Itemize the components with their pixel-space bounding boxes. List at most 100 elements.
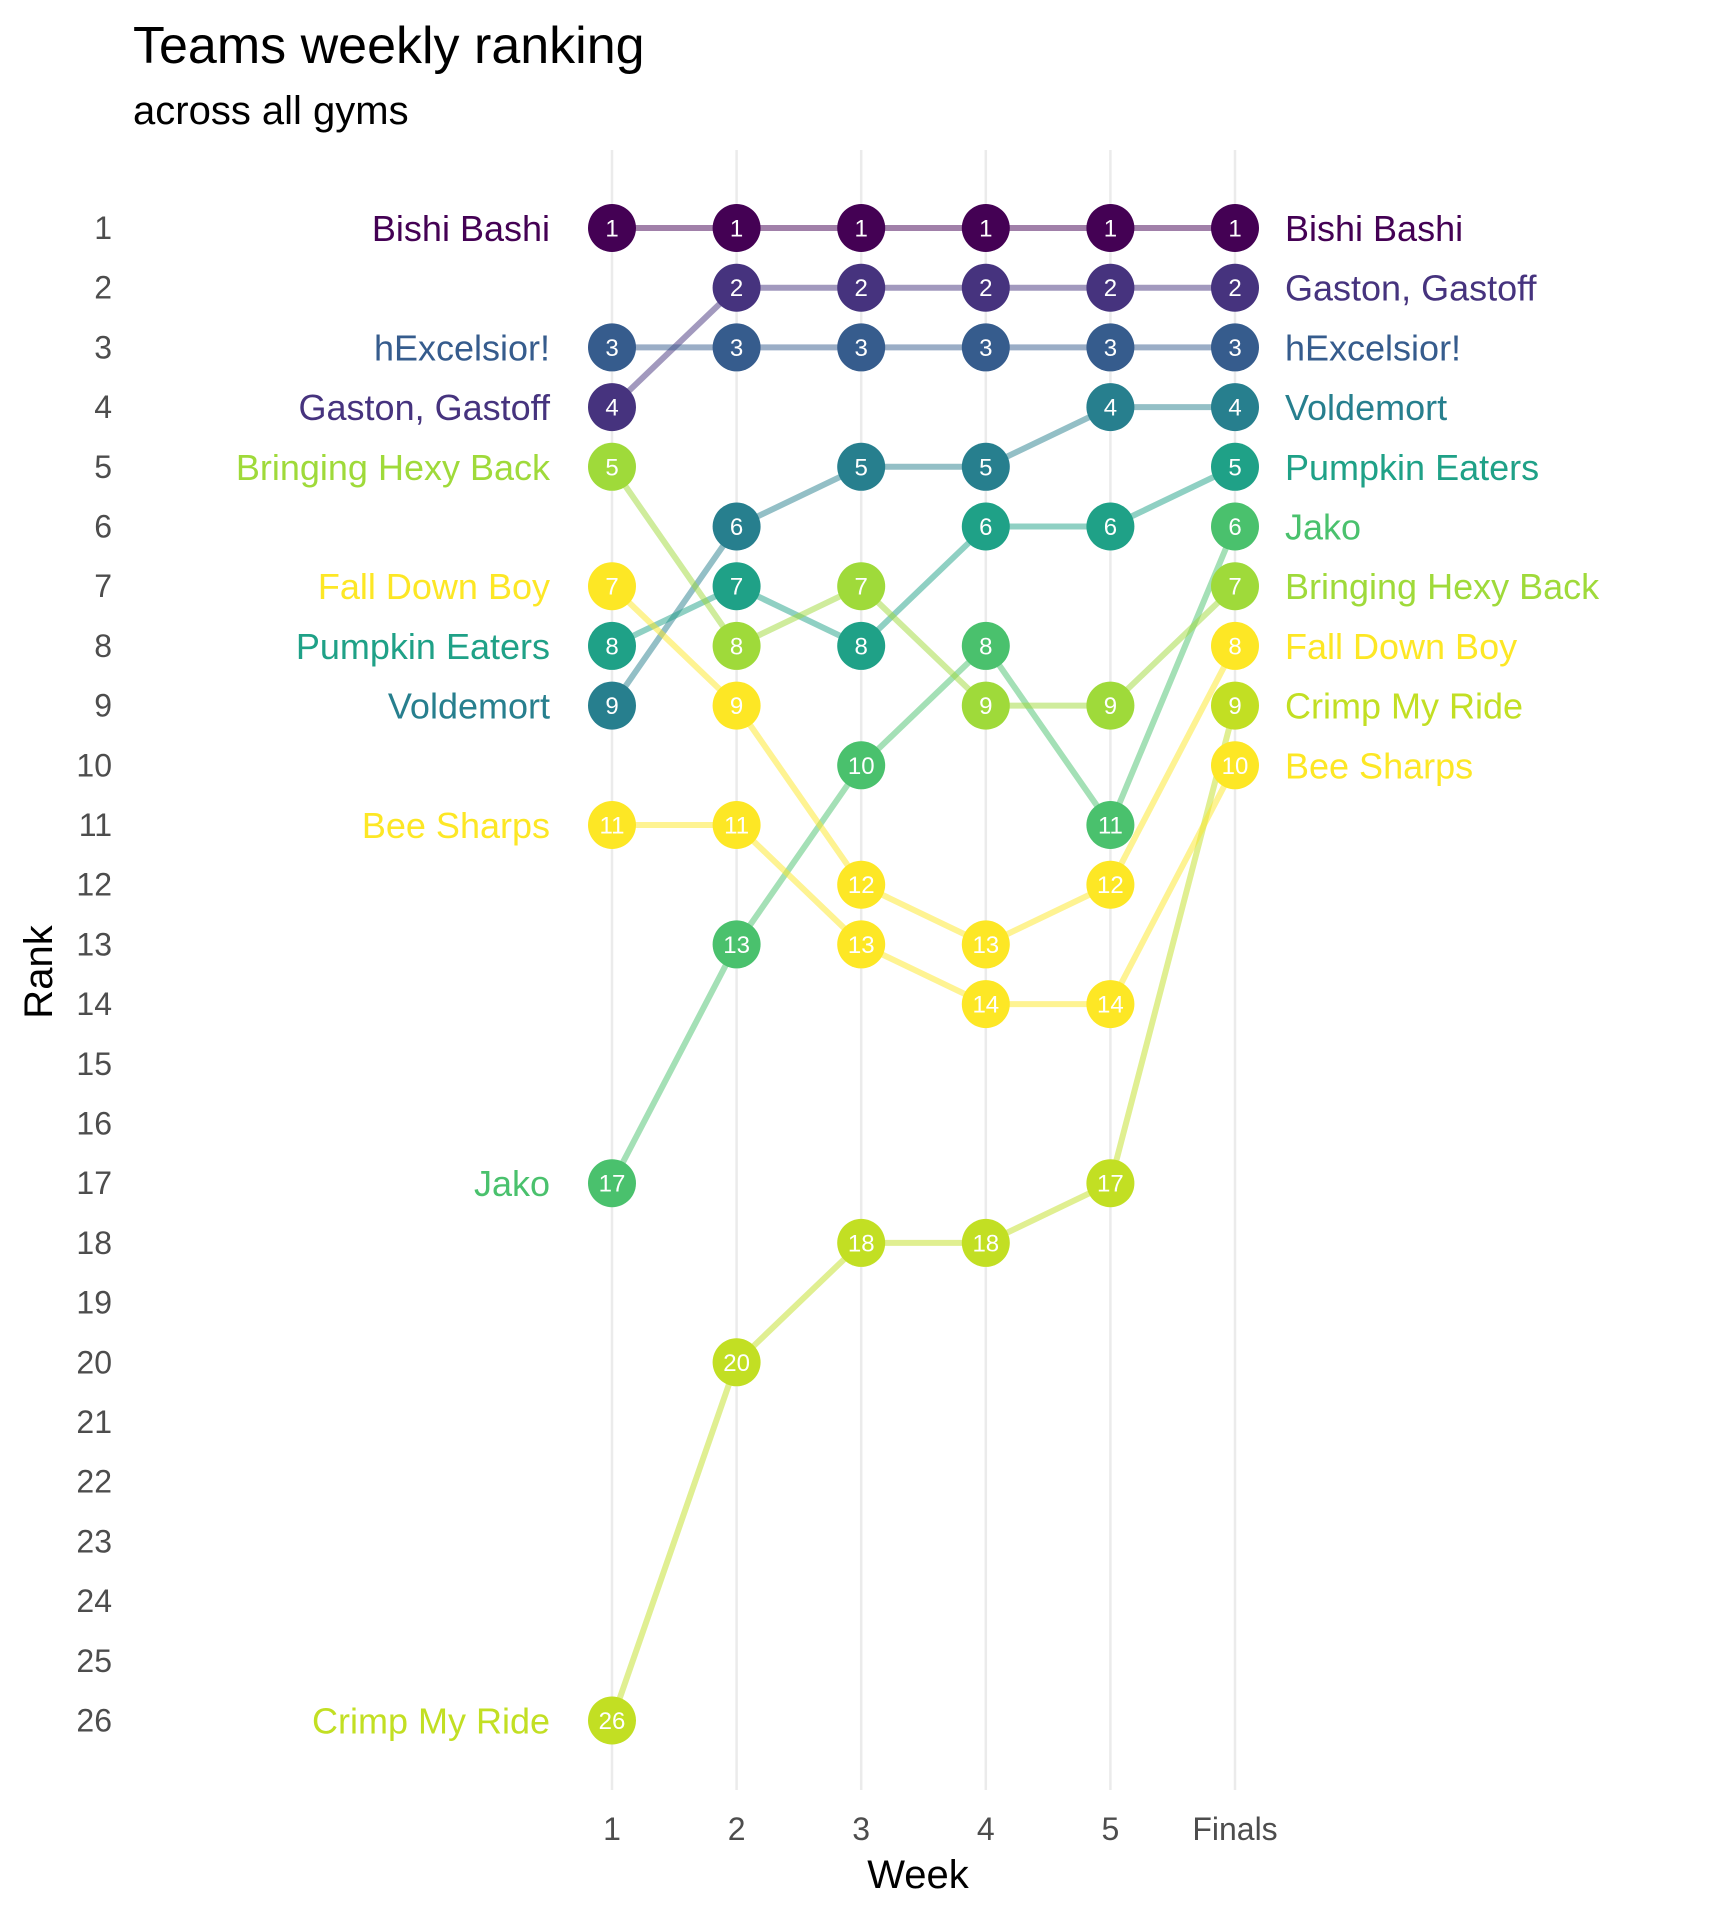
y-tick-label: 11 [79,807,112,843]
y-tick-label: 23 [76,1523,112,1559]
team-label-start: Bishi Bashi [372,208,550,249]
rank-point [712,263,761,312]
rank-point-label: 20 [723,1350,750,1377]
rank-point [588,204,636,252]
rank-point-label: 6 [1104,514,1117,541]
rank-point [712,323,761,372]
rank-point-label: 1 [605,216,618,243]
team-label-start: Crimp My Ride [312,1701,550,1742]
rank-point-label: 8 [855,633,868,660]
rank-point-label: 5 [605,454,618,481]
team-label-final: Gaston, Gastoff [1285,268,1537,309]
y-tick-label: 13 [76,926,112,962]
rank-point-label: 9 [1228,693,1241,720]
y-tick-label: 10 [76,747,112,783]
rank-point [961,920,1010,969]
rank-point [588,621,636,670]
rank-point [1211,383,1259,432]
rank-point-label: 3 [1228,335,1241,362]
team-label-start: Voldemort [388,686,550,727]
x-tick-label: 3 [852,1811,870,1847]
rank-point-label: 6 [979,514,992,541]
rank-point [1086,263,1135,312]
y-tick-label: 26 [76,1703,112,1739]
rank-point-label: 5 [979,454,992,481]
rank-point-label: 3 [979,335,992,362]
rank-point-label: 12 [848,872,875,899]
rank-point-label: 1 [979,216,992,243]
rank-point-label: 7 [855,574,868,601]
rank-point-label: 1 [1228,216,1241,243]
series-line [609,702,1238,1724]
y-tick-label: 18 [76,1225,112,1261]
rank-point-label: 26 [599,1708,626,1735]
rank-point [837,263,886,312]
y-tick-label: 22 [76,1464,112,1500]
team-label-final: Voldemort [1285,387,1447,428]
rank-point [961,681,1010,730]
rank-point-label: 13 [848,932,875,959]
rank-point-label: 2 [730,275,743,302]
x-tick-label: 5 [1102,1811,1120,1847]
rank-point [588,323,636,372]
rank-point [837,562,886,611]
rank-point-label: 11 [724,813,749,840]
rank-point [961,442,1010,491]
y-tick-label: 16 [76,1106,112,1142]
rank-point-label: 18 [848,1230,875,1257]
rank-point-label: 13 [723,932,750,959]
y-tick-label: 1 [94,210,112,246]
rank-point [837,323,886,372]
series-line [609,523,1238,1187]
team-label-start: Fall Down Boy [318,566,550,607]
rank-point [1211,442,1259,491]
rank-point [712,502,761,551]
rank-point [837,860,886,909]
team-label-final: Fall Down Boy [1285,626,1517,667]
rank-point-label: 4 [1228,395,1241,422]
rank-point-label: 2 [979,275,992,302]
rank-point-label: 17 [599,1171,626,1198]
y-tick-label: 25 [76,1643,112,1679]
rank-point [588,1159,636,1208]
y-tick-label: 19 [76,1285,112,1321]
start-team-labels: Bishi Bashi Gaston, Gastoff hExcelsior! Vol… [236,208,551,1742]
rank-point [1086,323,1135,372]
rank-point-label: 11 [600,813,625,840]
rank-point-label: 14 [1097,992,1124,1019]
rank-point-label: 3 [605,335,618,362]
rank-point-label: 9 [1104,693,1117,720]
rank-point-label: 2 [1228,275,1241,302]
team-label-final: Bringing Hexy Back [1285,566,1600,607]
team-label-start: Bringing Hexy Back [236,447,551,488]
rank-point-label: 17 [1097,1171,1124,1198]
team-label-final: Crimp My Ride [1285,686,1523,727]
rank-point-label: 1 [1104,216,1117,243]
rank-point [1086,502,1135,551]
x-axis-title: Week [867,1853,970,1897]
rank-point [1086,860,1135,909]
rank-point [1086,1159,1135,1208]
rank-point-label: 4 [605,395,618,422]
rank-point-label: 3 [855,335,868,362]
y-tick-label: 6 [94,509,112,545]
rank-point-label: 2 [1104,275,1117,302]
rank-point [837,920,886,969]
y-tick-label: 8 [94,628,112,664]
rank-point-label: 3 [730,335,743,362]
y-tick-label: 24 [76,1583,112,1619]
y-axis-title: Rank [17,924,61,1018]
y-tick-label: 20 [76,1344,112,1380]
rank-point-label: 12 [1097,872,1124,899]
team-label-start: Bee Sharps [362,805,550,846]
rank-point [1086,801,1135,849]
rank-point [1211,263,1259,312]
rank-point [588,442,636,491]
y-tick-label: 7 [94,568,112,604]
rank-point [712,204,761,252]
rank-point [837,1218,886,1267]
rank-point [837,204,886,252]
team-label-final: Bee Sharps [1285,745,1473,786]
team-label-start: hExcelsior! [374,327,550,368]
